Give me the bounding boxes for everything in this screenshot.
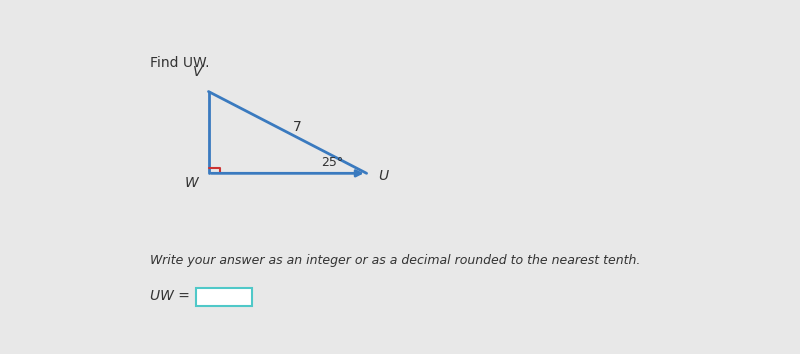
FancyBboxPatch shape: [196, 288, 252, 306]
Text: V: V: [193, 65, 202, 79]
Text: Write your answer as an integer or as a decimal rounded to the nearest tenth.: Write your answer as an integer or as a …: [150, 254, 640, 267]
Text: Find UW.: Find UW.: [150, 56, 209, 70]
Text: UW =: UW =: [150, 289, 190, 303]
Text: W: W: [184, 176, 198, 190]
Text: 7: 7: [293, 120, 302, 134]
Text: 25°: 25°: [322, 156, 344, 169]
Text: U: U: [378, 169, 388, 183]
